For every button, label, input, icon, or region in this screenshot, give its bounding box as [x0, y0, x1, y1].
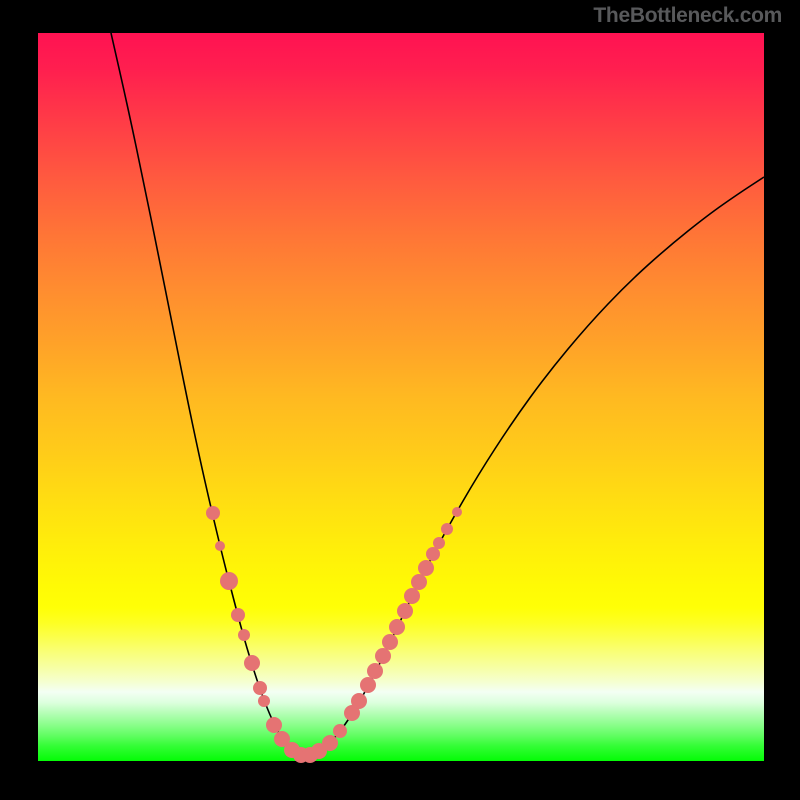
data-marker [389, 619, 405, 635]
data-marker [452, 507, 462, 517]
data-marker [397, 603, 413, 619]
chart-svg [38, 33, 764, 761]
data-marker [433, 537, 445, 549]
plot-area [38, 33, 764, 761]
v-curve-path [111, 33, 764, 756]
data-marker [322, 735, 338, 751]
data-marker [244, 655, 260, 671]
data-marker [418, 560, 434, 576]
data-marker [333, 724, 347, 738]
data-marker [404, 588, 420, 604]
data-marker [220, 572, 238, 590]
watermark-text: TheBottleneck.com [593, 4, 782, 28]
data-marker [411, 574, 427, 590]
data-marker [367, 663, 383, 679]
data-marker [441, 523, 453, 535]
data-marker [258, 695, 270, 707]
data-marker [375, 648, 391, 664]
data-marker [351, 693, 367, 709]
data-marker [238, 629, 250, 641]
data-marker [215, 541, 225, 551]
data-marker [231, 608, 245, 622]
data-marker [360, 677, 376, 693]
data-marker [266, 717, 282, 733]
data-marker [206, 506, 220, 520]
data-markers [206, 506, 462, 763]
data-marker [382, 634, 398, 650]
data-marker [253, 681, 267, 695]
data-marker [426, 547, 440, 561]
